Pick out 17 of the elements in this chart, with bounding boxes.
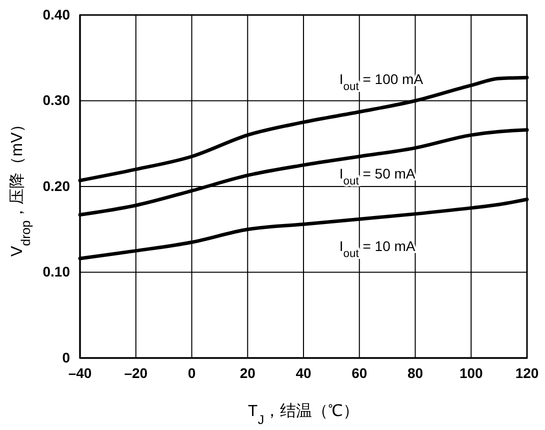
x-tick-label: 0 bbox=[188, 364, 196, 381]
series-label: I$_{out}$ = 50 mA bbox=[339, 165, 416, 188]
x-tick-label: 20 bbox=[240, 364, 256, 381]
x-tick-label: 120 bbox=[515, 364, 539, 381]
x-tick-label: 80 bbox=[407, 364, 424, 381]
y-tick-label: 0.10 bbox=[42, 264, 70, 280]
x-tick-label: 40 bbox=[296, 364, 312, 381]
x-tick-label: 60 bbox=[352, 364, 368, 381]
series-label: I$_{out}$ = 10 mA bbox=[339, 238, 416, 260]
x-axis-title: T$_{J}$，结温（℃） bbox=[248, 402, 360, 426]
y-tick-label: 0 bbox=[62, 349, 70, 366]
y-tick-label: 0.20 bbox=[42, 178, 70, 194]
y-tick-label: 0.30 bbox=[42, 92, 70, 108]
x-tick-label: –40 bbox=[68, 364, 92, 381]
x-tick-label: 100 bbox=[459, 364, 484, 381]
x-tick-label: –20 bbox=[124, 364, 148, 381]
y-tick-label: 0.40 bbox=[42, 6, 70, 22]
